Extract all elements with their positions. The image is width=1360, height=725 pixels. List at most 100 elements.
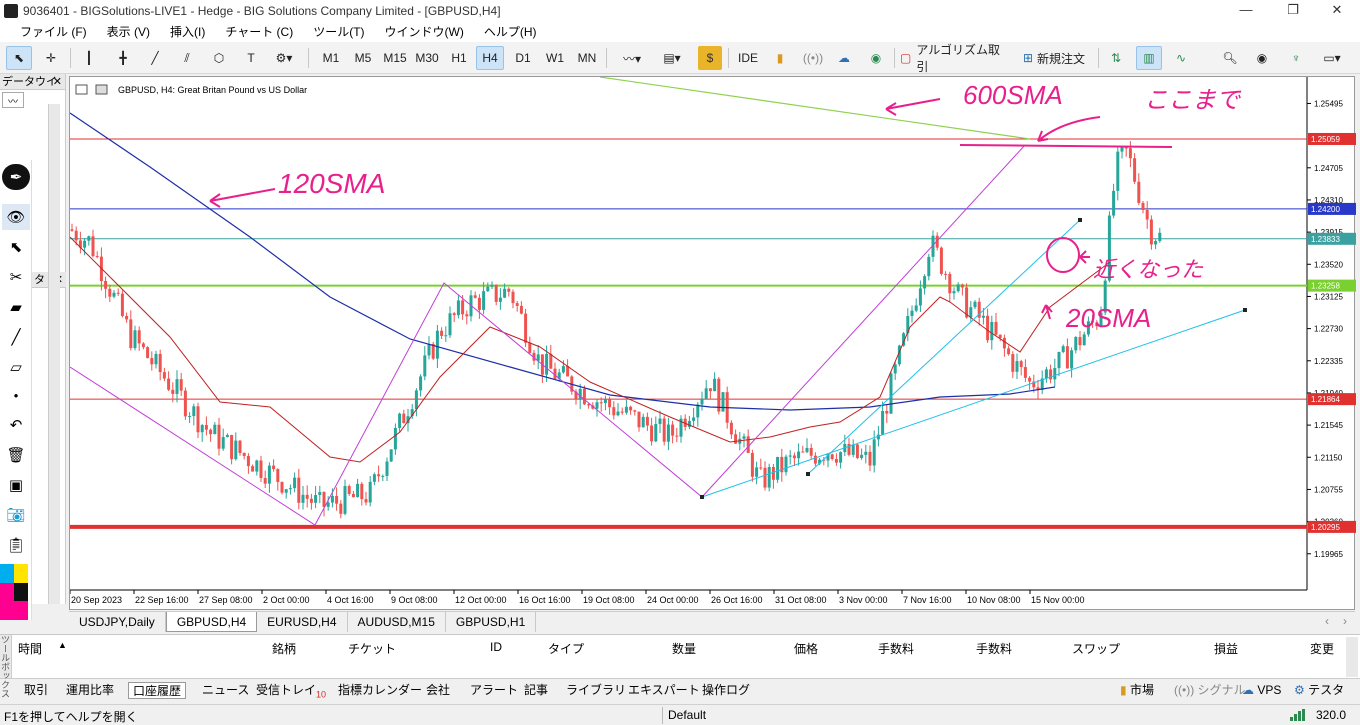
eraser-icon[interactable]: ▱ xyxy=(10,359,22,376)
timeframe-d1[interactable]: D1 xyxy=(515,51,531,65)
color-palette[interactable] xyxy=(0,564,28,620)
chart-tab-audusd[interactable]: AUDUSD,M15 xyxy=(348,612,446,632)
data-window-close[interactable]: ✕ xyxy=(52,76,62,88)
tab-articles[interactable]: 記事 xyxy=(524,683,549,697)
trendline-icon[interactable]: ╱ xyxy=(151,51,159,65)
timeframe-w1[interactable]: W1 xyxy=(546,51,564,65)
timeframe-m30[interactable]: M30 xyxy=(415,51,439,65)
col-change[interactable]: 変更 xyxy=(1310,642,1335,656)
chart-window[interactable]: 1.25495 1.24705 1.24310 1.23915 1.23520 1.231… xyxy=(69,76,1356,611)
tab-experts[interactable]: エキスパート xyxy=(628,683,700,697)
pointer-icon[interactable]: ⬉ xyxy=(9,239,23,256)
tab-inbox[interactable]: 受信トレイ10 xyxy=(252,682,330,699)
col-profit[interactable]: 損益 xyxy=(1214,642,1239,656)
algo-trading-button[interactable]: ▢ アルゴリズム取引 xyxy=(900,43,1010,74)
tab-history[interactable]: 口座履歴 xyxy=(128,682,187,699)
text-icon[interactable]: T xyxy=(247,51,255,65)
cursor-icon[interactable]: ⬉ xyxy=(6,46,32,70)
timeframe-h4[interactable]: H4 xyxy=(476,46,504,70)
dollar-icon[interactable]: $ xyxy=(698,46,722,70)
timeframe-h1[interactable]: H1 xyxy=(451,51,467,65)
col-fee[interactable]: 手数料 xyxy=(976,642,1013,656)
chart-tab-eurusd[interactable]: EURUSD,H4 xyxy=(257,612,348,632)
screen-icon[interactable]: ▣ xyxy=(8,477,24,494)
chart-tab-gbpusd-h4[interactable]: GBPUSD,H4 xyxy=(165,612,258,632)
vertical-line-icon[interactable]: ┃ xyxy=(85,51,93,65)
price-chart[interactable]: 1.25495 1.24705 1.24310 1.23915 1.23520 1.231… xyxy=(69,76,1356,611)
tester-button[interactable]: ⚙ テスター xyxy=(1290,682,1360,714)
dot-icon[interactable]: ● xyxy=(13,390,19,400)
horizontal-line-icon[interactable]: ╋ xyxy=(119,51,127,65)
timeframe-m1[interactable]: M1 xyxy=(322,51,340,65)
menu-view[interactable]: 表示 (V) xyxy=(106,25,151,39)
col-id[interactable]: ID xyxy=(490,640,502,654)
close-button[interactable]: ✕ xyxy=(1331,2,1343,17)
col-type[interactable]: タイプ xyxy=(548,642,585,656)
signal-icon[interactable]: ((•)) xyxy=(802,51,824,65)
menu-file[interactable]: ファイル (F) xyxy=(20,25,87,39)
tab-calendar[interactable]: 指標カレンダー xyxy=(338,683,423,697)
col-time[interactable]: 時間 xyxy=(18,642,43,656)
timeframe-mn[interactable]: MN xyxy=(577,51,597,65)
tab-journal[interactable]: 操作ログ xyxy=(702,683,751,697)
shapes-icon[interactable]: ⬡ xyxy=(213,51,225,65)
objects-icon[interactable]: ⚙▾ xyxy=(275,51,293,65)
col-ticket[interactable]: チケット xyxy=(348,642,397,656)
tab-exposure[interactable]: 運用比率 xyxy=(66,683,115,697)
depth-icon[interactable]: ▥ xyxy=(1136,46,1162,70)
channel-icon[interactable]: ⫽ xyxy=(184,50,190,65)
col-price[interactable]: 価格 xyxy=(794,642,819,656)
col-symbol[interactable]: 銘柄 xyxy=(272,642,297,656)
lock-icon[interactable]: ▮ xyxy=(776,51,784,65)
data-window-scrollbar[interactable] xyxy=(48,104,60,604)
camera-icon[interactable]: 📷︎ xyxy=(6,507,26,524)
menu-tools[interactable]: ツール(T) xyxy=(313,25,365,39)
menu-help[interactable]: ヘルプ(H) xyxy=(483,25,537,39)
col-commission[interactable]: 手数料 xyxy=(878,642,915,656)
tabs-scroll-right-icon[interactable]: › xyxy=(1343,614,1347,628)
new-order-button[interactable]: ⊞ 新規注文 xyxy=(1014,46,1094,70)
status-profile[interactable]: Default xyxy=(668,708,707,722)
restore-button[interactable]: ❐ xyxy=(1287,2,1299,17)
menu-insert[interactable]: 挿入(I) xyxy=(170,25,206,39)
ide-button[interactable]: IDE xyxy=(737,51,758,65)
vps-button[interactable]: ☁ VPS xyxy=(1238,682,1285,699)
undo-icon[interactable]: ↶ xyxy=(9,417,23,434)
toolbox-scrollbar[interactable] xyxy=(1346,637,1358,677)
toggle-icon[interactable]: ▭▾ xyxy=(1323,51,1341,65)
chart-tab-usdjpy[interactable]: USDJPY,Daily xyxy=(69,612,166,632)
lasso-icon[interactable]: ✂ xyxy=(9,269,23,286)
tab-news[interactable]: ニュース xyxy=(202,683,250,697)
tab-alerts[interactable]: アラート xyxy=(470,683,519,697)
chart-symbol-icon[interactable] xyxy=(95,84,108,95)
pen-icon[interactable]: ✒ xyxy=(2,164,30,190)
timeframe-m5[interactable]: M5 xyxy=(354,51,372,65)
chart-type-icon[interactable]: 〰▾ xyxy=(622,51,642,66)
account-icon[interactable]: ◉ xyxy=(1256,51,1268,65)
tabs-scroll-left-icon[interactable]: ‹ xyxy=(1325,614,1329,628)
highlighter-icon[interactable]: ▰ xyxy=(10,299,22,316)
col-volume[interactable]: 数量 xyxy=(672,642,697,656)
chart-menu-icon[interactable] xyxy=(75,84,88,95)
minimize-button[interactable]: — xyxy=(1239,2,1253,17)
tab-trade[interactable]: 取引 xyxy=(24,683,49,697)
trash-icon[interactable]: 🗑︎ xyxy=(6,447,26,464)
clipboard-icon[interactable]: 📋︎ xyxy=(6,537,26,554)
eye-icon[interactable]: 👁︎ xyxy=(2,204,30,230)
line-tool-icon[interactable]: ╱ xyxy=(11,329,21,346)
data-window-chart-icon[interactable]: 〰 xyxy=(2,92,24,108)
market-button[interactable]: ▮ 市場 xyxy=(1116,682,1158,699)
indicators-icon[interactable]: ▤▾ xyxy=(663,51,681,65)
cloud-icon[interactable]: ☁ xyxy=(838,51,850,65)
pulse-icon[interactable]: ∿ xyxy=(1175,51,1187,65)
col-swap[interactable]: スワップ xyxy=(1072,642,1121,656)
crosshair-icon[interactable]: ✛ xyxy=(45,51,57,65)
chart-tab-gbpusd-h1[interactable]: GBPUSD,H1 xyxy=(446,612,537,632)
menu-window[interactable]: ウインドウ(W) xyxy=(384,25,464,39)
timeframe-m15[interactable]: M15 xyxy=(383,51,407,65)
target-icon[interactable]: ◉ xyxy=(870,51,882,65)
tab-library[interactable]: ライブラリ xyxy=(566,683,627,697)
broker-icon[interactable]: ♆ xyxy=(1291,51,1301,65)
menu-chart[interactable]: チャート (C) xyxy=(225,25,294,39)
tab-company[interactable]: 会社 xyxy=(426,683,451,697)
